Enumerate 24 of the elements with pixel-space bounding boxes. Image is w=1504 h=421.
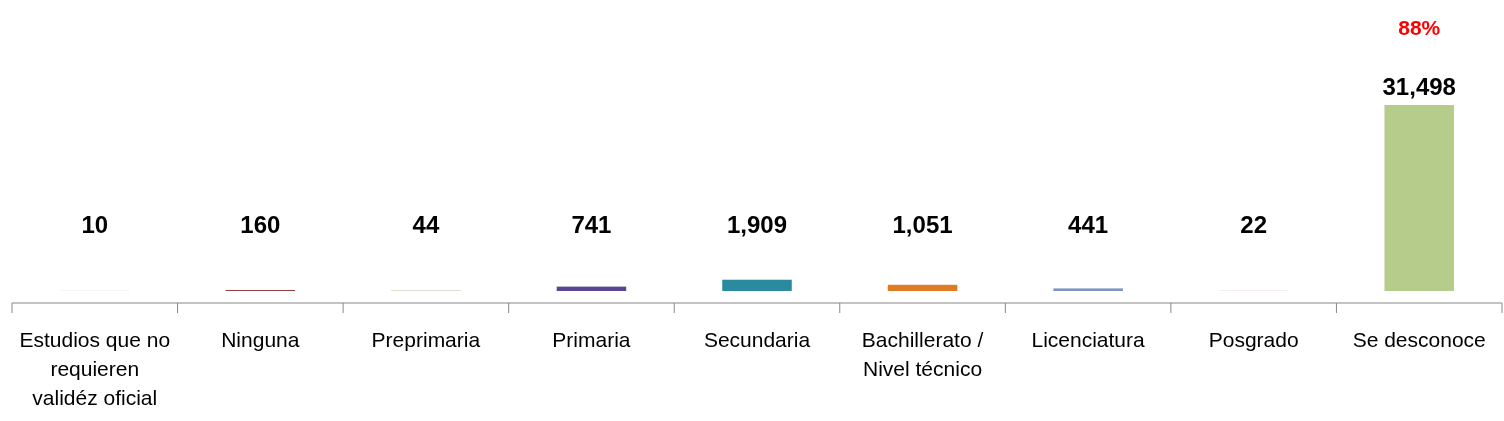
bar <box>887 284 958 291</box>
data-label: 44 <box>412 211 440 238</box>
x-tick-label: Estudios que no requieren validéz oficial <box>19 328 171 409</box>
bar <box>1384 105 1454 291</box>
bar <box>722 279 792 291</box>
data-label: 441 <box>1068 211 1109 238</box>
x-tick-label: Preprimaria <box>371 328 481 351</box>
x-tick-label: Licenciatura <box>1031 328 1146 351</box>
data-label: 22 <box>1240 211 1268 238</box>
bar <box>1053 288 1123 291</box>
data-label: 1,909 <box>726 211 788 238</box>
x-tick-label: Secundaria <box>703 328 811 351</box>
x-tick-label: Se desconoce <box>1352 328 1486 351</box>
bar <box>556 286 627 291</box>
data-label: 741 <box>571 211 612 238</box>
x-tick-label: Bachillerato / Nivel técnico <box>861 328 984 380</box>
data-label: 31,498 <box>1382 73 1456 100</box>
x-tick-label: Primaria <box>552 328 631 351</box>
text: 88% <box>1398 16 1441 39</box>
data-label: 1,051 <box>892 211 953 238</box>
data-label: 160 <box>240 211 281 238</box>
x-tick-label: Posgrado <box>1208 328 1299 351</box>
data-label: 10 <box>81 211 109 238</box>
x-tick-label: Ninguna <box>221 328 300 351</box>
